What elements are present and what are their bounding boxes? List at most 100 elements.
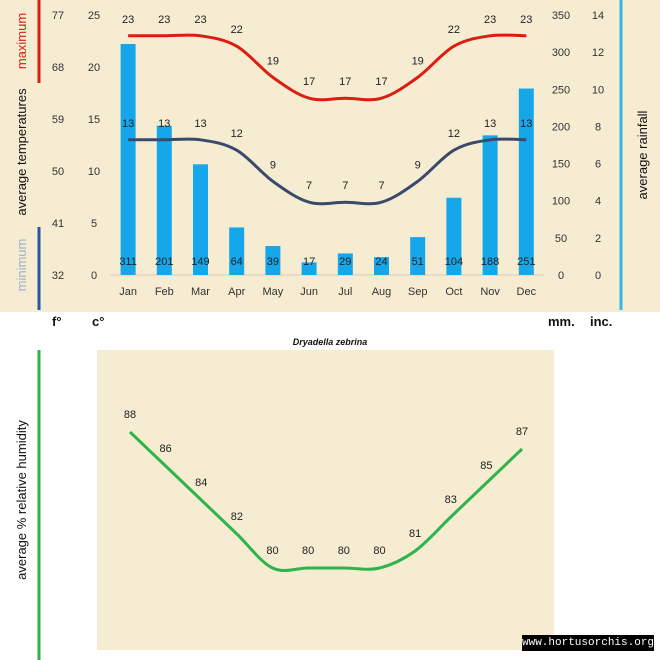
month-label: Dec — [517, 286, 537, 298]
website-watermark: www.hortusorchis.org — [522, 635, 655, 651]
f-tick-label: 50 — [52, 166, 64, 178]
mm-tick-label: 200 — [552, 121, 570, 133]
rainfall-value-label: 311 — [119, 256, 137, 268]
month-label: Nov — [480, 286, 500, 298]
f-tick-label: 32 — [52, 270, 64, 282]
mm-tick-label: 300 — [552, 47, 570, 59]
humidity-value-label: 85 — [480, 460, 492, 472]
max-temp-label: 22 — [231, 24, 243, 36]
humidity-value-label: 80 — [302, 545, 314, 557]
rainfall-bar — [518, 88, 534, 276]
month-label: Jul — [338, 286, 352, 298]
inches-unit-label: inc. — [590, 314, 613, 329]
min-temp-label: 12 — [448, 128, 460, 140]
min-temp-label: 13 — [520, 118, 532, 130]
rainfall-bar — [156, 125, 172, 275]
max-temp-label: 23 — [484, 14, 496, 26]
inch-tick-label: 4 — [595, 196, 601, 208]
rainfall-bar — [482, 135, 498, 275]
min-temp-label: 13 — [484, 118, 496, 130]
humidity-value-label: 82 — [231, 511, 243, 523]
max-temp-label: 17 — [375, 76, 387, 88]
species-caption: Dryadella zebrina — [292, 337, 368, 347]
c-tick-label: 5 — [91, 218, 97, 230]
rainfall-value-label: 251 — [517, 256, 535, 268]
rainfall-bar — [229, 227, 245, 275]
rainfall-bar — [374, 257, 389, 275]
inch-tick-label: 6 — [595, 159, 601, 171]
fahrenheit-unit-label: f° — [52, 314, 62, 329]
c-tick-label: 0 — [91, 270, 97, 282]
minimum-title: minimum — [14, 239, 29, 292]
mm-tick-label: 150 — [552, 159, 570, 171]
average-humidity-title: average % relative humidity — [14, 420, 29, 580]
c-tick-label: 20 — [88, 62, 100, 74]
climate-chart: maximum minimum average temperatures averag… — [14, 0, 650, 310]
inch-tick-label: 0 — [595, 270, 601, 282]
inch-tick-label: 2 — [595, 233, 601, 245]
month-label: Oct — [445, 286, 462, 298]
rainfall-value-label: 39 — [267, 256, 279, 268]
rainfall-bar — [120, 43, 136, 275]
maximum-title: maximum — [14, 13, 29, 69]
min-temp-label: 13 — [194, 118, 206, 130]
inch-tick-label: 14 — [592, 10, 604, 22]
month-label: Feb — [155, 286, 174, 298]
climate-chart-panel — [0, 0, 660, 312]
humidity-value-label: 87 — [516, 426, 528, 438]
month-label: Jan — [119, 286, 137, 298]
humidity-line — [128, 430, 524, 572]
month-label: Jun — [300, 286, 318, 298]
humidity-value-label: 80 — [373, 545, 385, 557]
average-temperatures-title: average temperatures — [14, 88, 29, 216]
max-temp-label: 17 — [339, 76, 351, 88]
f-tick-label: 59 — [52, 114, 64, 126]
month-label: Apr — [228, 286, 245, 298]
rainfall-bar — [410, 237, 426, 275]
humidity-value-label: 88 — [124, 409, 136, 421]
max-temp-label: 19 — [267, 55, 279, 67]
rainfall-value-label: 64 — [231, 256, 243, 268]
inch-tick-label: 10 — [592, 84, 604, 96]
mm-tick-label: 0 — [558, 270, 564, 282]
mm-tick-label: 250 — [552, 84, 570, 96]
rainfall-value-label: 51 — [412, 256, 424, 268]
max-temp-label: 17 — [303, 76, 315, 88]
c-tick-label: 10 — [88, 166, 100, 178]
rainfall-value-label: 188 — [481, 256, 499, 268]
mm-tick-label: 100 — [552, 196, 570, 208]
min-temp-label: 9 — [415, 159, 421, 171]
rainfall-value-label: 201 — [155, 256, 173, 268]
max-temperature-line — [128, 33, 527, 102]
c-tick-label: 15 — [88, 114, 100, 126]
f-tick-label: 41 — [52, 218, 64, 230]
month-label: May — [263, 286, 284, 298]
humidity-value-label: 80 — [266, 545, 278, 557]
celsius-unit-label: c° — [92, 314, 105, 329]
min-temperature-line — [128, 137, 527, 206]
rainfall-value-label: 29 — [339, 256, 351, 268]
min-temp-label: 7 — [306, 180, 312, 192]
f-tick-label: 68 — [52, 62, 64, 74]
min-temp-label: 7 — [378, 180, 384, 192]
rainfall-value-label: 24 — [375, 256, 387, 268]
f-tick-label: 77 — [52, 10, 64, 22]
humidity-value-label: 80 — [338, 545, 350, 557]
min-temp-label: 7 — [342, 180, 348, 192]
mm-tick-label: 350 — [552, 10, 570, 22]
max-temp-label: 22 — [448, 24, 460, 36]
rainfall-value-label: 149 — [191, 256, 209, 268]
max-temp-label: 23 — [122, 14, 134, 26]
rainfall-bar — [337, 253, 353, 275]
mm-unit-label: mm. — [548, 314, 575, 329]
rainfall-value-label: 104 — [445, 256, 463, 268]
month-label: Mar — [191, 286, 210, 298]
min-temp-label: 13 — [158, 118, 170, 130]
max-temp-label: 23 — [194, 14, 206, 26]
mm-tick-label: 50 — [555, 233, 567, 245]
max-temp-label: 23 — [520, 14, 532, 26]
min-temp-label: 12 — [231, 128, 243, 140]
average-rainfall-title: average rainfall — [635, 110, 650, 199]
max-temp-label: 19 — [412, 55, 424, 67]
